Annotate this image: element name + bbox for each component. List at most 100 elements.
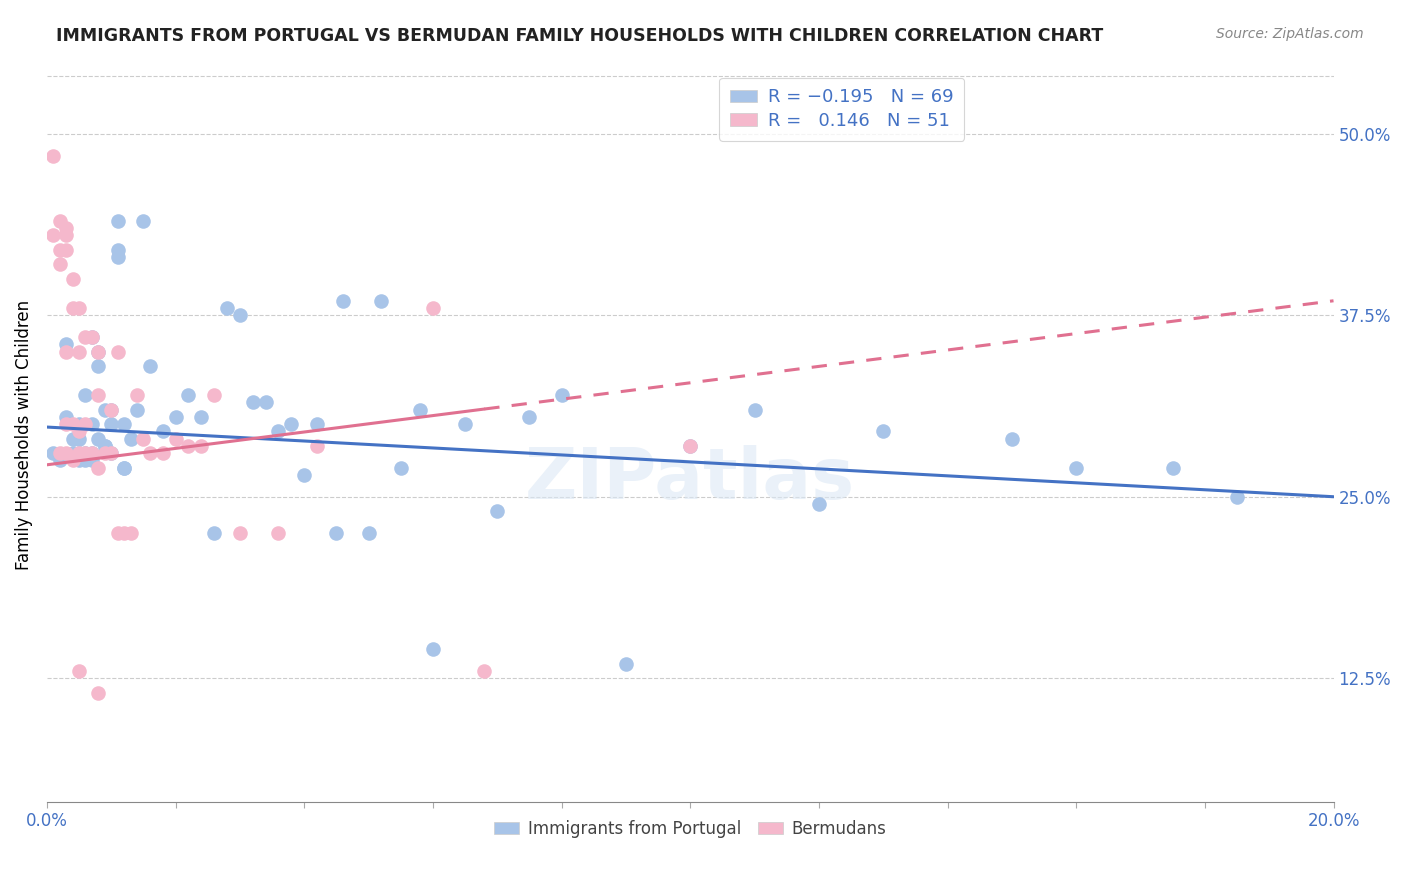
Point <box>75 453 97 467</box>
Point <box>107 243 129 257</box>
Point <box>87 344 110 359</box>
Point <box>107 250 129 264</box>
Point <box>125 402 148 417</box>
Point <box>744 402 766 417</box>
Point <box>202 388 225 402</box>
Point <box>357 526 380 541</box>
Point <box>120 526 142 541</box>
Point <box>55 228 77 243</box>
Point <box>454 417 477 432</box>
Point <box>75 330 97 344</box>
Point <box>422 301 444 315</box>
Point <box>67 664 90 678</box>
Text: ZIPatlas: ZIPatlas <box>524 444 855 514</box>
Point <box>80 417 103 432</box>
Point <box>67 446 90 460</box>
Point <box>280 417 302 432</box>
Point <box>49 214 72 228</box>
Point <box>807 497 830 511</box>
Point <box>190 409 212 424</box>
Point <box>177 388 200 402</box>
Point <box>87 460 110 475</box>
Point <box>519 409 541 424</box>
Point <box>75 446 97 460</box>
Point <box>165 432 187 446</box>
Point <box>42 228 65 243</box>
Point <box>87 432 110 446</box>
Point <box>80 330 103 344</box>
Point <box>94 439 117 453</box>
Point <box>67 432 90 446</box>
Point <box>100 446 122 460</box>
Point <box>229 308 252 322</box>
Point <box>49 258 72 272</box>
Point <box>614 657 637 671</box>
Point <box>49 453 72 467</box>
Point <box>42 148 65 162</box>
Point <box>679 439 702 453</box>
Point <box>87 388 110 402</box>
Point <box>152 425 174 439</box>
Point <box>872 425 894 439</box>
Point <box>165 409 187 424</box>
Point <box>55 409 77 424</box>
Point <box>132 214 155 228</box>
Point <box>389 460 412 475</box>
Point <box>94 439 117 453</box>
Point <box>94 402 117 417</box>
Point <box>94 446 117 460</box>
Point <box>190 439 212 453</box>
Point <box>1001 432 1024 446</box>
Point <box>67 446 90 460</box>
Point <box>87 344 110 359</box>
Point <box>679 439 702 453</box>
Point <box>486 504 509 518</box>
Point <box>87 359 110 373</box>
Point <box>472 664 495 678</box>
Point <box>1161 460 1184 475</box>
Point <box>409 402 432 417</box>
Point <box>132 432 155 446</box>
Point <box>307 439 329 453</box>
Point <box>62 432 84 446</box>
Point <box>62 446 84 460</box>
Point <box>177 439 200 453</box>
Point <box>55 221 77 235</box>
Point <box>152 446 174 460</box>
Point <box>55 417 77 432</box>
Point <box>267 526 290 541</box>
Point <box>75 417 97 432</box>
Point <box>332 293 354 308</box>
Point <box>112 417 135 432</box>
Point <box>112 460 135 475</box>
Point <box>107 214 129 228</box>
Point <box>100 402 122 417</box>
Point <box>80 453 103 467</box>
Point <box>55 446 77 460</box>
Point <box>62 417 84 432</box>
Point <box>55 337 77 351</box>
Point <box>87 686 110 700</box>
Y-axis label: Family Households with Children: Family Households with Children <box>15 300 32 570</box>
Point <box>67 425 90 439</box>
Point <box>75 388 97 402</box>
Point <box>80 330 103 344</box>
Point <box>67 453 90 467</box>
Point <box>49 243 72 257</box>
Point <box>80 446 103 460</box>
Point <box>62 272 84 286</box>
Point <box>292 467 315 482</box>
Point <box>307 417 329 432</box>
Point <box>49 446 72 460</box>
Point <box>100 446 122 460</box>
Point <box>1064 460 1087 475</box>
Point <box>67 417 90 432</box>
Point <box>112 526 135 541</box>
Legend: Immigrants from Portugal, Bermudans: Immigrants from Portugal, Bermudans <box>488 814 893 845</box>
Point <box>325 526 347 541</box>
Text: Source: ZipAtlas.com: Source: ZipAtlas.com <box>1216 27 1364 41</box>
Point <box>550 388 572 402</box>
Point <box>267 425 290 439</box>
Point <box>422 642 444 657</box>
Point <box>75 446 97 460</box>
